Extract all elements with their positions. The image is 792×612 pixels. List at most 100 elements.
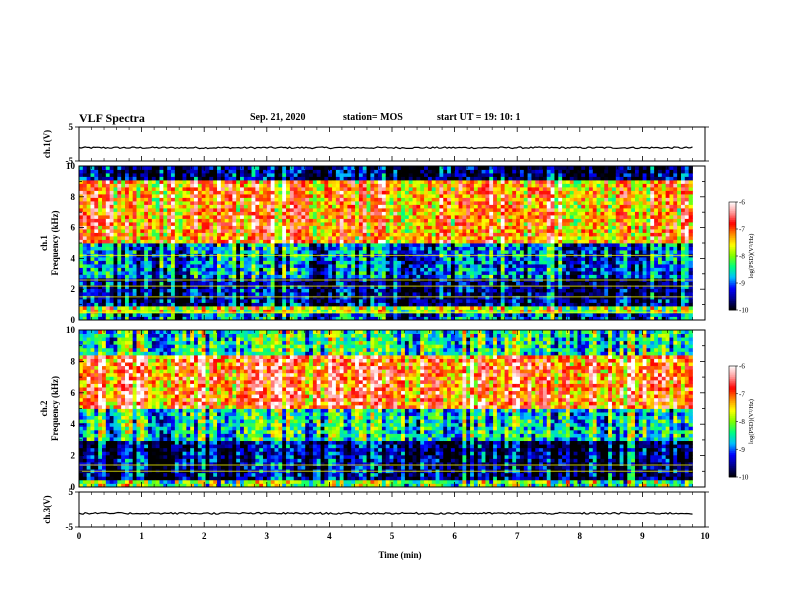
spectrogram-cell (220, 232, 226, 237)
spectrogram-cell (496, 250, 502, 254)
spectrogram-cell (220, 281, 226, 286)
spectrogram-cell (435, 260, 440, 265)
spectrogram-cell (420, 264, 425, 268)
spectrogram-cell (205, 316, 210, 321)
spectrogram-cell (427, 190, 433, 195)
spectrogram-cell (251, 232, 256, 237)
spectrogram-cell (393, 194, 398, 198)
spectrogram-cell (102, 309, 107, 314)
spectrogram-cell (155, 225, 160, 230)
spectrogram-cell (86, 208, 91, 212)
spectrogram-cell (496, 211, 502, 216)
spectrogram-cell (301, 250, 306, 254)
spectrogram-cell (412, 218, 417, 223)
spectrogram-cell (504, 271, 509, 275)
spectrogram-cell (443, 222, 448, 226)
spectrogram-cell (205, 274, 210, 279)
spectrogram-cell (401, 313, 406, 317)
spectrogram-cell (447, 229, 452, 233)
spectrogram-cell (243, 274, 249, 279)
spectrogram-cell (209, 183, 214, 188)
spectrogram-cell (266, 260, 272, 265)
spectrogram-cell (401, 208, 406, 212)
spectrogram-cell (374, 299, 379, 303)
spectrogram-cell (347, 225, 352, 230)
spectrogram-cell (351, 295, 356, 300)
spectrogram-cell (362, 236, 367, 240)
spectrogram-cell (144, 257, 149, 261)
spectrogram-cell (163, 222, 168, 226)
spectrogram-cell (378, 183, 383, 188)
spectrogram-cell (174, 187, 180, 191)
spectrogram-cell (94, 236, 99, 240)
spectrogram-cell (232, 232, 237, 237)
spectrogram-cell (197, 271, 203, 275)
spectrogram-cell (355, 208, 360, 212)
spectrogram-cell (232, 183, 237, 188)
spectrogram-cell (362, 316, 367, 321)
spectrogram-cell (293, 285, 298, 289)
spectrogram-cell (427, 236, 433, 240)
spectrogram-cell (466, 211, 471, 216)
spectrogram-cell (224, 299, 229, 303)
spectrogram-cell (140, 264, 145, 268)
spectrogram-cell (397, 222, 402, 226)
spectrogram-cell (462, 180, 467, 184)
spectrogram-cell (197, 211, 203, 216)
spectrogram-cell (378, 295, 383, 300)
spectrogram-cell (117, 302, 122, 307)
spectrogram-cell (163, 257, 168, 261)
spectrogram-cell (270, 288, 275, 293)
spectrogram-cell (128, 264, 134, 268)
spectrogram-cell (232, 274, 237, 279)
spectrogram-cell (458, 306, 463, 310)
spectrogram-cell (167, 295, 172, 300)
spectrogram-cell (194, 302, 199, 307)
spectrogram-cell (305, 218, 310, 223)
spectrogram-cell (447, 197, 452, 202)
spectrogram-cell (117, 250, 122, 254)
spectrogram-cell (332, 257, 337, 261)
spectrogram-cell (351, 215, 356, 219)
spectrogram-cell (427, 194, 433, 198)
spectrogram-cell (159, 236, 164, 240)
spectrogram-cell (347, 229, 352, 233)
spectrogram-cell (416, 229, 421, 233)
spectrogram-cell (462, 236, 467, 240)
spectrogram-cell (431, 313, 436, 317)
spectrogram-cell (378, 211, 383, 216)
spectrogram-cell (397, 218, 402, 223)
spectrogram-cell (351, 190, 356, 195)
spectrogram-cell (466, 267, 471, 272)
spectrogram-cell (305, 243, 310, 247)
spectrogram-cell (320, 316, 325, 321)
spectrogram-cell (247, 302, 252, 307)
spectrogram-cell (167, 218, 172, 223)
spectrogram-cell (412, 309, 417, 314)
spectrogram-cell (470, 292, 475, 296)
spectrogram-cell (263, 197, 268, 202)
spectrogram-cell (79, 243, 84, 247)
spectrogram-cell (485, 239, 490, 244)
spectrogram-cell (324, 309, 329, 314)
spectrogram-cell (278, 194, 283, 198)
spectrogram-cell (362, 257, 367, 261)
spectrogram-cell (427, 169, 433, 174)
spectrogram-cell (144, 236, 149, 240)
spectrogram-cell (109, 274, 114, 279)
spectrogram-cell (355, 183, 360, 188)
spectrogram-cell (140, 250, 145, 254)
spectrogram-cell (205, 225, 210, 230)
spectrogram-cell (159, 211, 164, 216)
spectrogram-cell (424, 271, 429, 275)
spectrogram-cell (121, 271, 126, 275)
spectrogram-cell (155, 166, 160, 170)
spectrogram-cell (209, 180, 214, 184)
spectrogram-cell (500, 176, 505, 181)
spectrogram-cell (148, 288, 153, 293)
spectrogram-cell (209, 232, 214, 237)
spectrogram-cell (144, 299, 149, 303)
spectrogram-cell (163, 180, 168, 184)
spectrogram-cell (113, 169, 118, 174)
waveform-line (78, 146, 693, 150)
